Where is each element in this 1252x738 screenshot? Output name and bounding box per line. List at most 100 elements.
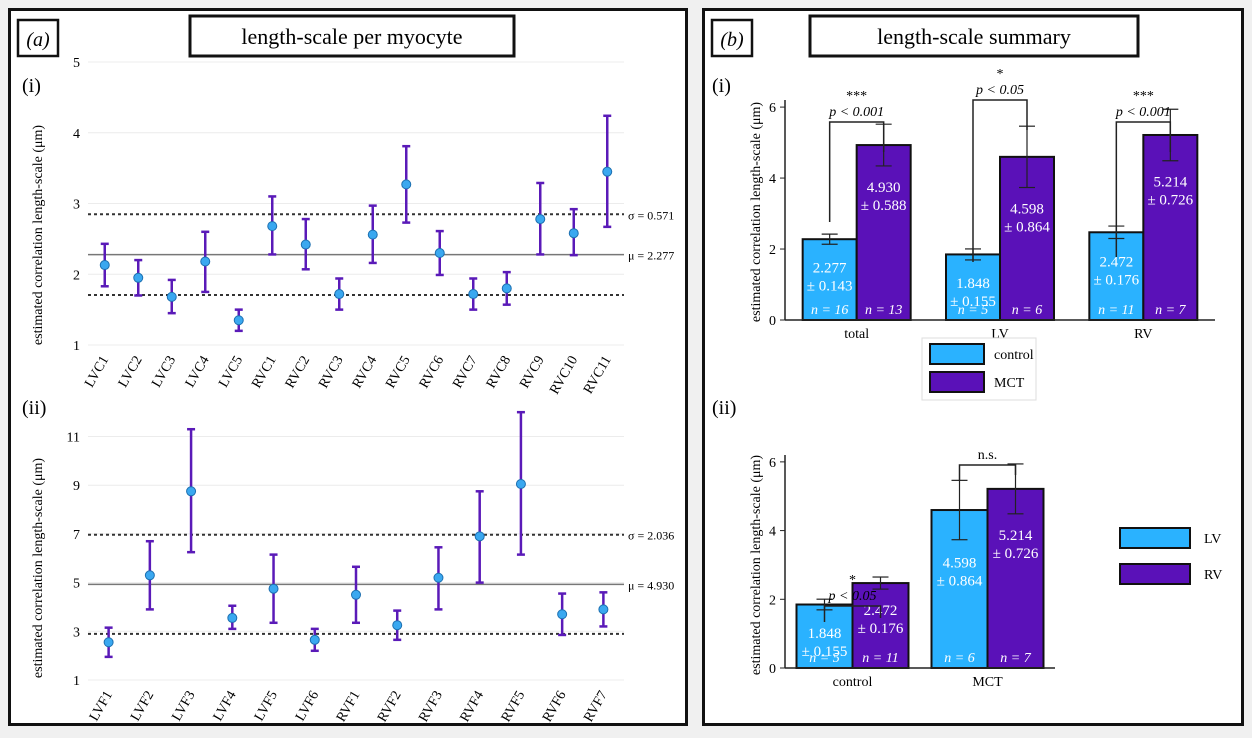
a-ii-ytick-label: 9	[73, 479, 80, 494]
b-ii-xtick-label: control	[833, 675, 873, 690]
b-i-value-label: 2.472	[1099, 255, 1133, 271]
b-i-significance-stars: ***	[1133, 89, 1154, 104]
b-i-significance-bracket	[828, 121, 885, 222]
a-ii-ytick-label: 1	[73, 674, 80, 689]
b-i-ylabel: estimated correlation length-scale (μm)	[749, 102, 764, 322]
panel-b-letter: (b)	[720, 29, 744, 51]
b-ii-legend-swatch-lv	[1119, 527, 1191, 549]
a-i-data-point	[468, 289, 479, 300]
a-i-data-point	[233, 315, 244, 326]
a-ii-data-point	[186, 486, 197, 497]
b-i-value-label: 2.277	[813, 260, 847, 276]
a-i-ytick-label: 5	[73, 56, 80, 71]
a-i-xtick-label: LVC5	[216, 354, 246, 391]
b-ii-bar	[986, 487, 1045, 669]
a-i-ytick-label: 1	[73, 339, 80, 354]
b-i-error-label: ± 0.176	[1093, 273, 1139, 289]
a-ii-data-point	[268, 583, 279, 594]
b-i-significance-bracket	[1115, 121, 1172, 257]
b-i-n-label: n = 5	[958, 303, 988, 318]
panel-a-header: (a) length-scale per myocyte	[16, 14, 516, 58]
a-i-data-point	[133, 272, 144, 283]
a-ii-xtick-label: RVF1	[334, 689, 364, 725]
b-ii-ytick-label: 0	[769, 662, 776, 677]
a-ii-xtick-label: RVF7	[581, 689, 611, 725]
b-i-value-label: 4.930	[867, 180, 901, 196]
b-i-ytick-label: 4	[769, 172, 776, 187]
a-ii-data-point	[515, 479, 526, 489]
b-i-ytick-label: 2	[769, 243, 776, 258]
b-ii-value-label: 1.848	[808, 626, 842, 642]
b-ii-value-label: 5.214	[999, 528, 1033, 544]
b-ii-n-label: n = 6	[944, 651, 974, 666]
a-ii-ylabel: estimated correlation length-scale (μm)	[31, 458, 46, 678]
b-i-legend-swatch-mct	[929, 371, 985, 393]
a-i-ytick-label: 4	[73, 127, 80, 142]
a-ii-data-point	[433, 572, 444, 583]
panel-a-title: length-scale per myocyte	[241, 24, 462, 49]
b-ii-sublabel: (ii)	[712, 397, 736, 419]
a-ii-data-point	[227, 612, 238, 623]
b-i-n-label: n = 11	[1098, 303, 1134, 318]
b-ii-xtick-label: MCT	[972, 675, 1003, 690]
b-ii-significance-p: p < 0.05	[828, 589, 877, 604]
a-i-xtick-label: RVC2	[283, 354, 313, 392]
a-ii-xtick-label: LVF6	[293, 689, 322, 724]
b-i-significance-p: p < 0.001	[1115, 105, 1171, 120]
a-ii-mean-label: μ = 4.930	[628, 578, 674, 592]
b-i-error-label: ± 0.726	[1147, 193, 1193, 209]
a-i-xtick-label: RVC6	[417, 354, 447, 392]
b-i-legend-label-mct: MCT	[994, 376, 1025, 391]
a-i-data-point	[200, 256, 211, 267]
b-ii-significance-p: n.s.	[978, 448, 997, 463]
b-i-significance-p: p < 0.001	[828, 105, 884, 120]
a-ii-sublabel: (ii)	[22, 397, 46, 419]
a-i-sigma-label: σ = 0.571	[628, 208, 674, 222]
b-ii-significance-bracket	[823, 605, 882, 622]
a-i-mean-label: μ = 2.277	[628, 249, 674, 263]
a-ii-data-point	[474, 531, 485, 542]
b-i-n-label: n = 6	[1012, 303, 1042, 318]
b-ii-value-label: 4.598	[943, 556, 977, 572]
b-ii-significance-stars: *	[849, 573, 856, 588]
a-ii-xtick-label: RVF3	[416, 689, 446, 725]
a-i-xtick-label: LVC2	[116, 354, 146, 391]
a-ii-data-point	[598, 604, 609, 615]
b-ii-ylabel: estimated correlation length-scale (μm)	[749, 455, 764, 675]
a-ii-xtick-label: LVF3	[169, 689, 198, 724]
b-ii-ytick-label: 2	[769, 593, 776, 608]
b-i-xtick-label: RV	[1134, 327, 1152, 342]
a-ii-xtick-label: RVF2	[375, 689, 405, 725]
a-ii-data-point	[392, 620, 403, 631]
a-i-ytick-label: 3	[73, 198, 80, 213]
b-i-n-label: n = 13	[865, 303, 902, 318]
b-i-value-label: 1.848	[956, 276, 990, 292]
b-i-error-label: ± 0.588	[861, 198, 907, 214]
a-i-data-point	[99, 260, 110, 271]
a-i-data-point	[568, 228, 579, 239]
b-i-significance-stars: *	[997, 67, 1004, 82]
a-ii-xtick-label: RVF4	[458, 689, 488, 725]
a-i-data-point	[602, 166, 613, 177]
b-ii-error-label: ± 0.726	[993, 546, 1039, 562]
b-i-bar	[1142, 133, 1199, 321]
b-ii-n-label: n = 5	[809, 651, 839, 666]
a-i-xtick-label: RVC11	[581, 354, 615, 397]
a-i-ytick-label: 2	[73, 268, 80, 283]
b-ii-legend-label-lv: LV	[1204, 532, 1221, 547]
a-i-data-point	[166, 291, 177, 302]
a-i-sublabel: (i)	[22, 75, 41, 97]
a-ii-ytick-label: 7	[73, 528, 80, 543]
b-i-value-label: 5.214	[1153, 175, 1187, 191]
a-ii-ytick-label: 11	[67, 431, 80, 446]
a-i-xtick-label: RVC8	[484, 354, 514, 392]
a-ii-data-point	[557, 609, 568, 620]
b-i-error-label: ± 0.155	[950, 294, 996, 310]
a-ii-ytick-label: 3	[73, 625, 80, 640]
b-ii-bar	[851, 582, 910, 669]
b-ii-ytick-label: 4	[769, 525, 776, 540]
a-i-data-point	[535, 214, 546, 225]
